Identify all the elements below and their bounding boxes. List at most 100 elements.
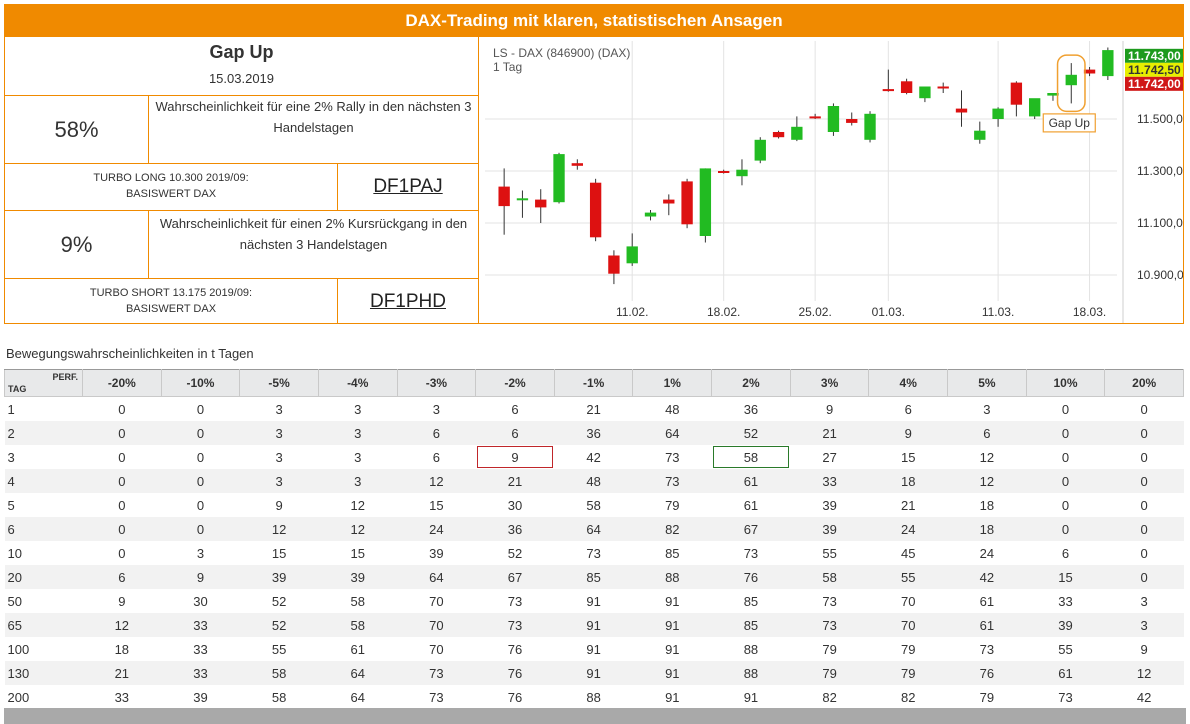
column-header[interactable]: 5% bbox=[947, 369, 1027, 397]
perf-header-label: PERF. bbox=[52, 372, 78, 382]
candle-body bbox=[644, 212, 657, 217]
bottom-scrollbar[interactable] bbox=[4, 708, 1186, 724]
value-cell: 15 bbox=[1026, 565, 1105, 589]
value-cell: 3 bbox=[318, 469, 398, 493]
column-header[interactable]: 3% bbox=[789, 369, 870, 397]
candle-up bbox=[553, 152, 565, 204]
candle-up bbox=[699, 168, 712, 243]
column-header[interactable]: -1% bbox=[553, 369, 634, 397]
highlighted-value-cell: 9 bbox=[476, 445, 555, 469]
value-cell: 85 bbox=[711, 613, 791, 637]
value-cell: 91 bbox=[586, 593, 601, 609]
value-cell: 6 bbox=[475, 421, 555, 445]
candle-body bbox=[919, 86, 931, 99]
candle-up bbox=[516, 190, 529, 218]
candle-body bbox=[736, 169, 748, 177]
value-cell: 73 bbox=[475, 613, 555, 637]
value-cell: 3 bbox=[1140, 593, 1148, 609]
column-header[interactable]: 20% bbox=[1104, 369, 1184, 397]
candle-down bbox=[1083, 67, 1096, 77]
value-cell: 0 bbox=[161, 517, 240, 541]
table-row: 20 6 9 39 39 64 67 85 88 76 58 55 42 15 0 bbox=[4, 565, 1184, 589]
short-code-link[interactable]: DF1PHD bbox=[369, 291, 446, 312]
price-label-box bbox=[1125, 76, 1183, 91]
candle-down bbox=[809, 113, 821, 119]
column-header[interactable]: -4% bbox=[317, 369, 398, 397]
value-cell: 3 bbox=[1104, 613, 1184, 637]
value-cell: 64 bbox=[397, 565, 476, 589]
value-cell: 0 bbox=[118, 545, 126, 561]
value-cell: 21 bbox=[900, 497, 916, 513]
candle-up bbox=[644, 210, 657, 221]
long-code-link[interactable]: DF1PAJ bbox=[373, 176, 443, 197]
value-cell: 0 bbox=[196, 401, 205, 417]
day-cell: 20 bbox=[4, 565, 83, 589]
value-cell: 58 bbox=[586, 497, 601, 513]
column-header[interactable]: -20% bbox=[82, 369, 162, 397]
value-cell: 0 bbox=[1140, 449, 1148, 465]
candle-body bbox=[1083, 69, 1096, 74]
signal-panel: Gap Up 15.03.2019 58% Wahrscheinlichkeit… bbox=[5, 37, 479, 323]
candle-body bbox=[937, 86, 949, 89]
gap-up-label: Gap Up bbox=[1049, 116, 1091, 130]
value-cell: 79 bbox=[822, 641, 837, 657]
value-cell: 0 bbox=[1104, 421, 1184, 445]
x-tick-label: 01.03. bbox=[872, 305, 905, 319]
value-cell: 79 bbox=[900, 641, 916, 657]
price-label-text: 11.743,00 bbox=[1128, 49, 1181, 63]
column-header[interactable]: 2% bbox=[711, 369, 791, 397]
value-cell: 88 bbox=[586, 689, 601, 705]
price-label-text: 11.742,50 bbox=[1128, 63, 1181, 77]
value-cell: 52 bbox=[239, 613, 319, 637]
value-cell: 0 bbox=[118, 497, 126, 513]
column-header[interactable]: -5% bbox=[239, 369, 319, 397]
chart-title: LS - DAX (846900) (DAX) bbox=[493, 46, 630, 60]
column-header[interactable]: -3% bbox=[396, 369, 477, 397]
value-cell: 82 bbox=[900, 689, 916, 705]
value-cell: 79 bbox=[790, 661, 869, 685]
value-cell: 33 bbox=[790, 469, 869, 493]
value-cell: 6 bbox=[1061, 545, 1070, 561]
value-cell: 3 bbox=[318, 421, 398, 445]
value-cell: 9 bbox=[118, 593, 126, 609]
candle-up bbox=[1029, 98, 1041, 119]
value-cell: 36 bbox=[554, 421, 633, 445]
value-cell: 61 bbox=[947, 613, 1027, 637]
candle-body bbox=[754, 139, 766, 161]
value-cell: 91 bbox=[743, 689, 759, 705]
value-cell: 0 bbox=[1061, 449, 1070, 465]
column-header[interactable]: -10% bbox=[160, 369, 241, 397]
candle-body bbox=[571, 163, 583, 166]
card-title: DAX-Trading mit klaren, statistischen An… bbox=[5, 5, 1183, 37]
price-label-box bbox=[1125, 48, 1183, 63]
candle-up bbox=[1065, 63, 1077, 104]
value-cell: 0 bbox=[196, 449, 205, 465]
value-cell: 0 bbox=[1026, 469, 1105, 493]
value-cell: 33 bbox=[161, 661, 240, 685]
value-cell: 6 bbox=[511, 401, 519, 417]
value-cell: 36 bbox=[475, 517, 555, 541]
table-row: 4 0 0 3 3 12 21 48 73 61 33 18 12 0 0 bbox=[4, 469, 1184, 493]
value-cell: 24 bbox=[868, 517, 948, 541]
day-cell: 130 bbox=[4, 661, 83, 685]
value-cell: 36 bbox=[743, 401, 759, 417]
column-header[interactable]: 10% bbox=[1025, 369, 1106, 397]
value-cell: 70 bbox=[429, 593, 444, 609]
candle-up bbox=[827, 103, 840, 136]
column-header[interactable]: -2% bbox=[475, 369, 555, 397]
column-header[interactable]: 1% bbox=[632, 369, 713, 397]
candle-up bbox=[791, 116, 803, 142]
candle-up bbox=[1047, 93, 1059, 101]
value-cell: 91 bbox=[665, 689, 680, 705]
value-cell: 52 bbox=[507, 545, 523, 561]
candle-body bbox=[827, 106, 840, 132]
value-cell: 55 bbox=[868, 565, 948, 589]
column-header[interactable]: 4% bbox=[868, 369, 949, 397]
candle-body bbox=[663, 199, 675, 204]
value-cell: 6 bbox=[432, 449, 440, 465]
day-cell: 10 bbox=[7, 545, 22, 561]
table-row: 5 0 0 9 12 15 30 58 79 61 39 21 18 0 0 bbox=[5, 493, 1184, 517]
candle-body bbox=[1010, 82, 1023, 105]
value-cell: 70 bbox=[900, 593, 916, 609]
table-row: 2 0 0 3 3 6 6 36 64 52 21 9 6 0 0 bbox=[4, 421, 1184, 445]
